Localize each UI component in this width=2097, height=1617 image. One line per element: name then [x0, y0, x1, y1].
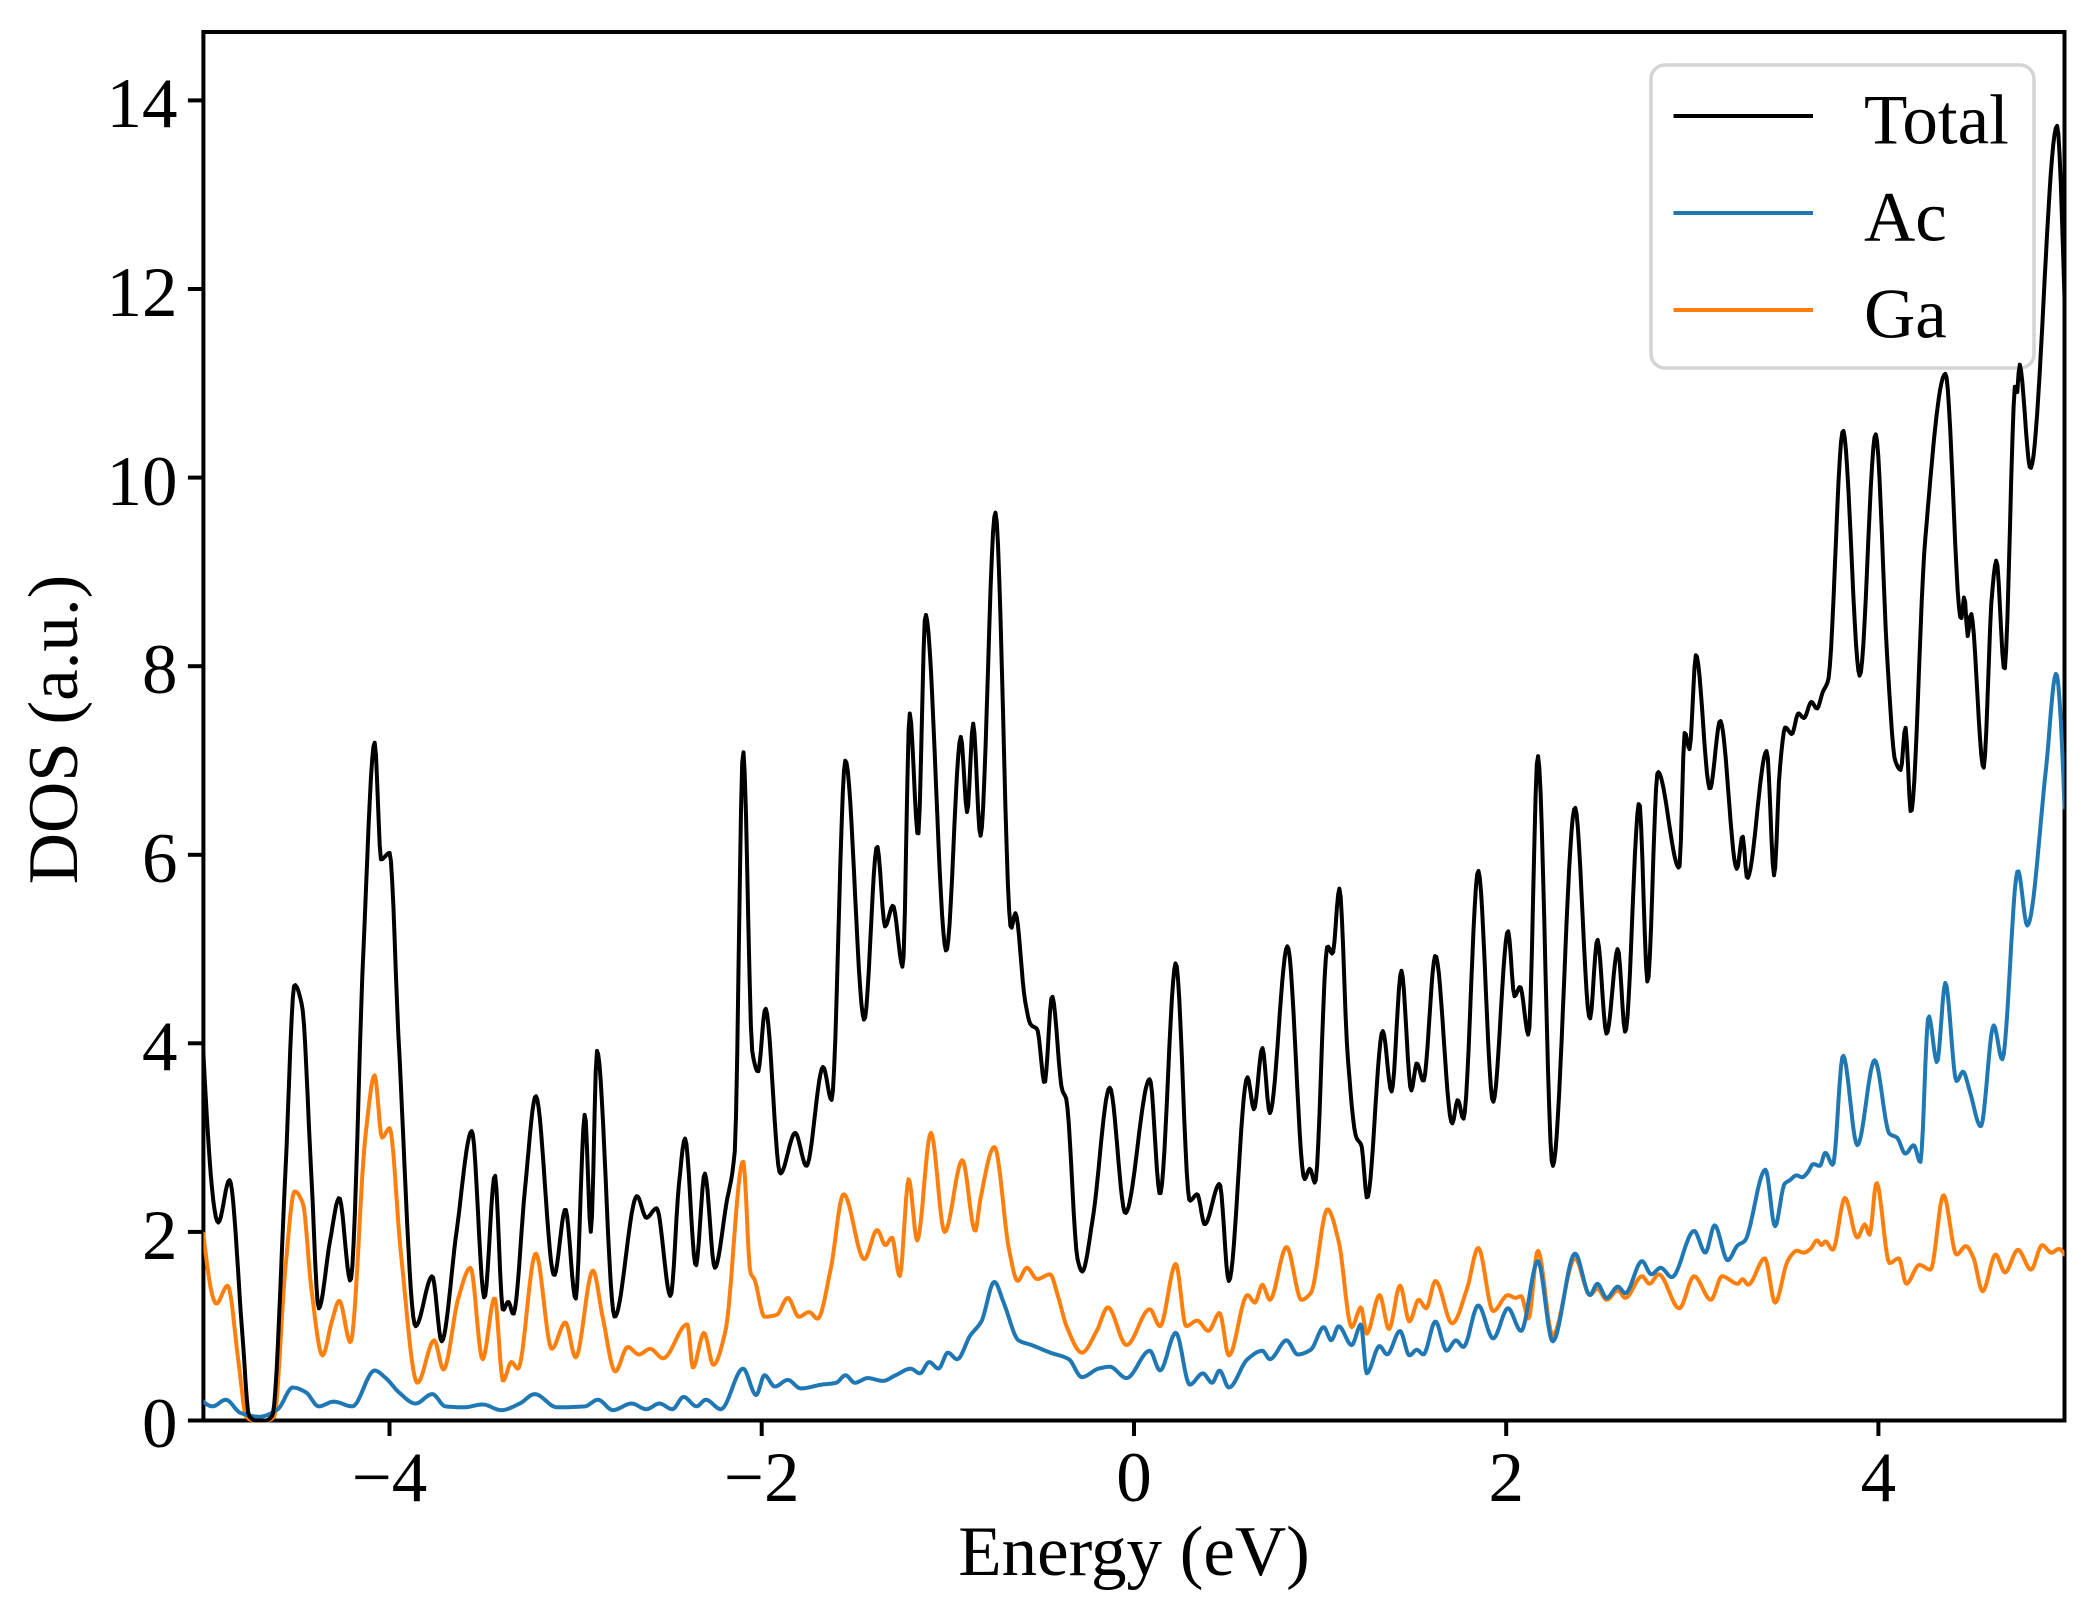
svg-text:2: 2: [1488, 1439, 1524, 1517]
svg-text:Ac: Ac: [1864, 179, 1947, 257]
svg-text:−2: −2: [724, 1439, 800, 1517]
svg-text:10: 10: [107, 443, 178, 521]
svg-text:2: 2: [142, 1197, 178, 1275]
svg-text:Ga: Ga: [1864, 276, 1947, 354]
svg-text:6: 6: [142, 820, 178, 898]
svg-text:12: 12: [107, 254, 178, 332]
svg-text:Energy (eV): Energy (eV): [958, 1513, 1310, 1591]
svg-text:Total: Total: [1864, 82, 2009, 160]
svg-text:14: 14: [107, 65, 178, 143]
svg-text:−4: −4: [352, 1439, 428, 1517]
svg-text:4: 4: [142, 1008, 178, 1086]
svg-text:DOS (a.u.): DOS (a.u.): [15, 575, 93, 885]
svg-text:0: 0: [1116, 1439, 1152, 1517]
svg-text:4: 4: [1861, 1439, 1897, 1517]
svg-text:8: 8: [142, 631, 178, 709]
svg-text:0: 0: [142, 1385, 178, 1463]
